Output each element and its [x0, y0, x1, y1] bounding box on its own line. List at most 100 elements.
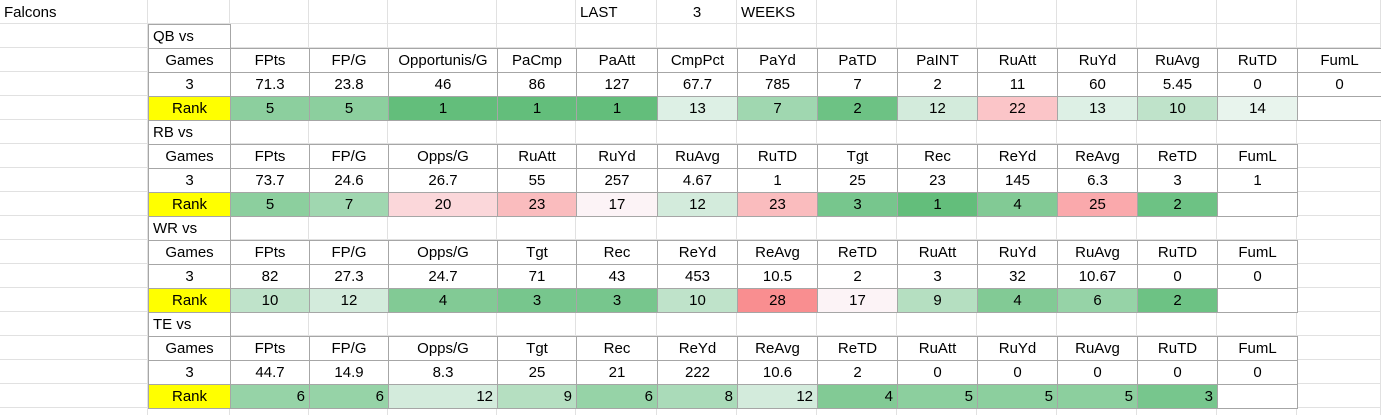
rank-value: 20: [388, 192, 498, 217]
column-header: FPts: [230, 48, 310, 73]
rank-value: 5: [1057, 384, 1138, 409]
grid-cell: [977, 216, 1057, 240]
grid-cell: [1297, 24, 1381, 48]
stat-value: 26.7: [388, 168, 498, 193]
grid-cell: [657, 408, 737, 415]
grid-cell: [1217, 120, 1297, 144]
rank-value: 9: [497, 384, 577, 409]
grid-cell: [1297, 288, 1381, 312]
stat-value: 82: [230, 264, 310, 289]
rank-value: 9: [897, 288, 978, 313]
stat-value: 257: [576, 168, 658, 193]
rank-value: 10: [230, 288, 310, 313]
grid-cell: [977, 120, 1057, 144]
grid-cell: [977, 408, 1057, 415]
stat-value: 10.6: [737, 360, 818, 385]
grid-cell: [0, 360, 148, 384]
column-header: Opps/G: [388, 336, 498, 361]
grid-cell: [497, 0, 576, 24]
column-header: PaTD: [817, 48, 898, 73]
stat-value: 23.8: [309, 72, 389, 97]
rank-value: 3: [1137, 384, 1218, 409]
grid-cell: [0, 72, 148, 96]
grid-cell: [1217, 0, 1297, 24]
rank-value: 6: [1057, 288, 1138, 313]
section-title: QB vs: [148, 24, 231, 49]
grid-cell: [0, 240, 148, 264]
rank-value: 10: [657, 288, 738, 313]
grid-cell: [1297, 120, 1381, 144]
column-header: FumL: [1297, 48, 1381, 73]
rank-value: 23: [737, 192, 818, 217]
grid-cell: [1297, 168, 1381, 192]
rank-value: 7: [737, 96, 818, 121]
grid-cell: [148, 0, 230, 24]
stat-value: 10.5: [737, 264, 818, 289]
stat-value: 71: [497, 264, 577, 289]
stat-value: 46: [388, 72, 498, 97]
grid-cell: [977, 312, 1057, 336]
grid-cell: [897, 120, 977, 144]
rank-value: 4: [817, 384, 898, 409]
grid-cell: [148, 408, 230, 415]
column-header: Games: [148, 48, 231, 73]
column-header: FPts: [230, 336, 310, 361]
column-header: RuTD: [1137, 336, 1218, 361]
grid-cell: [1217, 216, 1297, 240]
column-header: CmpPct: [657, 48, 738, 73]
rank-value: 1: [497, 96, 577, 121]
grid-cell: [737, 120, 817, 144]
stat-value: 0: [1297, 72, 1381, 97]
column-header: PaINT: [897, 48, 978, 73]
stat-value: 3: [1137, 168, 1218, 193]
grid-cell: [1217, 24, 1297, 48]
grid-cell: [1137, 408, 1217, 415]
column-header: PaCmp: [497, 48, 577, 73]
stat-value: 10.67: [1057, 264, 1138, 289]
grid-cell: [497, 408, 576, 415]
grid-cell: [230, 120, 309, 144]
stat-value: 8.3: [388, 360, 498, 385]
rank-label: Rank: [148, 192, 231, 217]
rank-label: Rank: [148, 288, 231, 313]
grid-cell: [0, 96, 148, 120]
grid-cell: [0, 288, 148, 312]
grid-cell: [0, 168, 148, 192]
stat-value: 25: [817, 168, 898, 193]
grid-cell: [576, 120, 657, 144]
grid-cell: [0, 48, 148, 72]
column-header: RuAtt: [977, 48, 1058, 73]
column-header: ReTD: [817, 240, 898, 265]
stat-value: 2: [897, 72, 978, 97]
column-header: RuTD: [1217, 48, 1298, 73]
grid-cell: [1297, 0, 1381, 24]
rank-value: 5: [230, 192, 310, 217]
grid-cell: [230, 216, 309, 240]
rank-value: 2: [1137, 288, 1218, 313]
grid-cell: [230, 0, 309, 24]
grid-cell: [497, 120, 576, 144]
stat-value: 453: [657, 264, 738, 289]
rank-value: 5: [230, 96, 310, 121]
column-header: Tgt: [497, 336, 577, 361]
grid-cell: [1137, 24, 1217, 48]
grid-cell: [0, 216, 148, 240]
stat-value: 1: [737, 168, 818, 193]
stat-value: 24.6: [309, 168, 389, 193]
rank-value: 5: [977, 384, 1058, 409]
rank-value: 3: [576, 288, 658, 313]
rank-value: 3: [817, 192, 898, 217]
column-header: RuAtt: [897, 240, 978, 265]
column-header: RuAvg: [1057, 336, 1138, 361]
rank-value: 1: [897, 192, 978, 217]
grid-cell: [309, 0, 388, 24]
grid-cell: [657, 216, 737, 240]
rank-label: Rank: [148, 384, 231, 409]
stat-value: 11: [977, 72, 1058, 97]
grid-cell: [817, 312, 897, 336]
rank-value: 23: [497, 192, 577, 217]
rank-value: 12: [737, 384, 818, 409]
rank-value: 13: [1057, 96, 1138, 121]
stat-value: 67.7: [657, 72, 738, 97]
